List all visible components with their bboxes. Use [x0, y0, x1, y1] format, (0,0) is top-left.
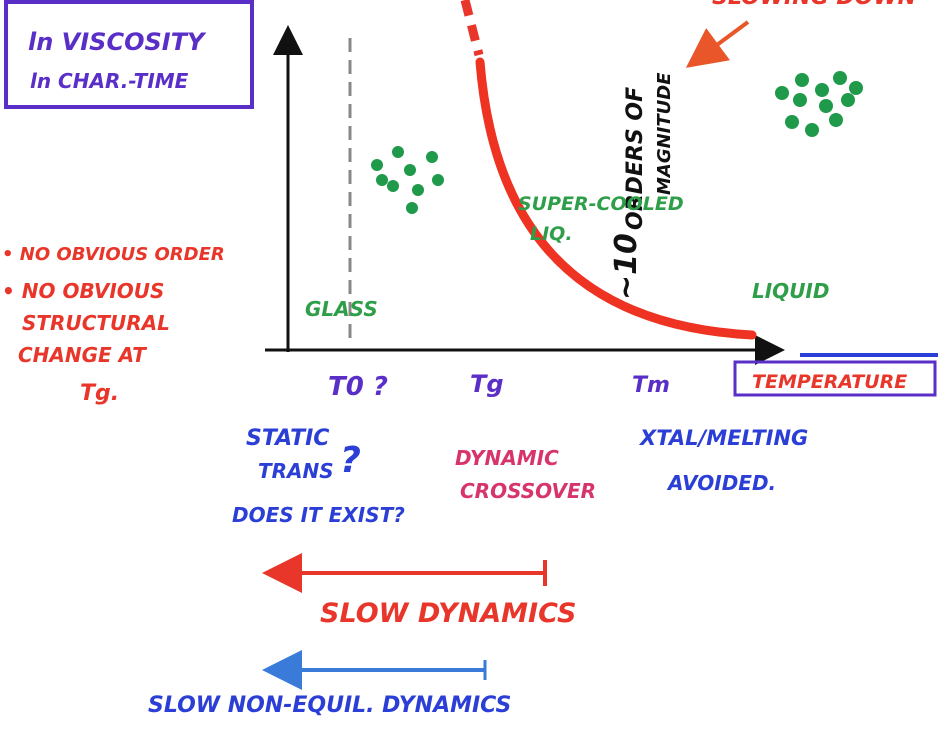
axis-label: Tg — [470, 370, 504, 398]
note: • NO OBVIOUS — [2, 279, 164, 303]
note: CHANGE AT — [18, 343, 147, 367]
region-label: LIQ. — [530, 223, 573, 245]
corner-note: SLOWING DOWN — [712, 0, 916, 10]
note: TRANS — [258, 459, 334, 483]
x-axis-title: TEMPERATURE — [752, 371, 907, 393]
note: DYNAMIC — [455, 446, 559, 470]
diagram: ln VISCOSITY ln CHAR.-TIME SLOWING DOWN … — [0, 0, 947, 731]
pointer-arrow — [702, 22, 748, 56]
note: XTAL/MELTING — [638, 426, 808, 450]
note: • NO OBVIOUS ORDER — [2, 244, 225, 265]
region-label: SUPER-COOLED — [518, 193, 684, 215]
arrow-label: SLOW NON-EQUIL. DYNAMICS — [148, 693, 511, 718]
curve-dashed — [465, 0, 479, 55]
note: DOES IT EXIST? — [232, 503, 405, 527]
note: AVOIDED. — [666, 471, 776, 495]
arrow-label: SLOW DYNAMICS — [320, 598, 576, 629]
note: Tg. — [80, 381, 119, 406]
region-label: LIQUID — [752, 279, 829, 303]
note: CROSSOVER — [460, 479, 596, 503]
note: ? — [340, 440, 361, 481]
box-line: ln CHAR.-TIME — [30, 69, 189, 93]
axis-label: Tm — [632, 373, 670, 398]
axis-label: T0 ? — [328, 372, 388, 402]
note: STATIC — [246, 426, 329, 451]
magnitude-prefix: ~10 — [609, 233, 644, 300]
region-label: GLASS — [305, 297, 378, 321]
magnitude-text: MAGNITUDE — [654, 72, 675, 195]
note: STRUCTURAL — [22, 311, 170, 335]
box-line: ln VISCOSITY — [28, 28, 207, 56]
